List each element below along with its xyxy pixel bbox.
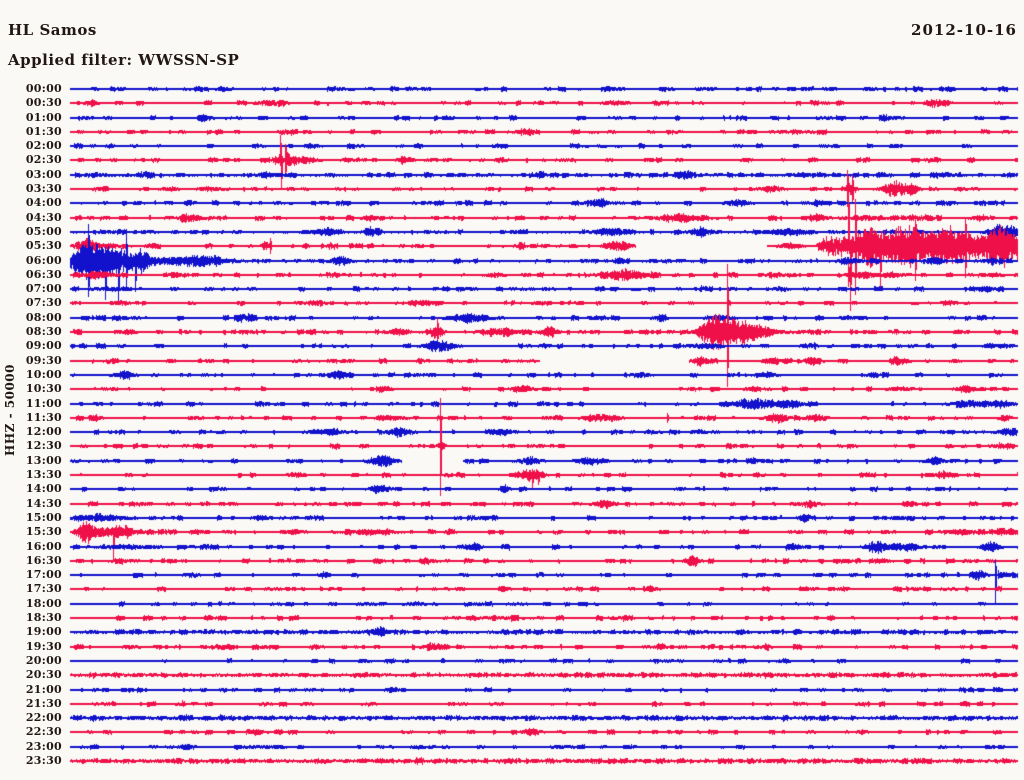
time-label: 08:00	[25, 311, 62, 324]
time-label: 21:00	[25, 683, 62, 696]
time-label: 10:30	[25, 382, 62, 395]
time-label: 15:00	[25, 511, 62, 524]
time-label: 19:00	[25, 625, 62, 638]
station-name: HL Samos	[8, 21, 97, 39]
time-label: 23:00	[25, 740, 62, 753]
time-label: 10:00	[25, 368, 62, 381]
time-label: 07:00	[25, 282, 62, 295]
time-label: 09:30	[25, 354, 62, 367]
time-label: 05:30	[25, 239, 62, 252]
time-label: 00:30	[25, 96, 62, 109]
time-label: 16:00	[25, 540, 62, 553]
filter-label: Applied filter: WWSSN-SP	[8, 51, 240, 69]
time-label: 21:30	[25, 697, 62, 710]
time-label: 02:00	[25, 139, 62, 152]
time-label: 19:30	[25, 640, 62, 653]
time-label: 15:30	[25, 525, 62, 538]
time-label: 23:30	[25, 754, 62, 767]
time-label: 22:00	[25, 711, 62, 724]
time-label: 01:30	[25, 125, 62, 138]
time-label: 13:00	[25, 454, 62, 467]
time-label: 14:30	[25, 497, 62, 510]
time-label: 22:30	[25, 725, 62, 738]
time-label: 03:00	[25, 168, 62, 181]
time-label: 11:30	[25, 411, 62, 424]
time-label: 00:00	[25, 82, 62, 95]
time-label: 18:00	[25, 597, 62, 610]
time-label: 20:30	[25, 668, 62, 681]
time-label: 08:30	[25, 325, 62, 338]
time-label: 06:30	[25, 268, 62, 281]
time-label: 14:00	[25, 482, 62, 495]
time-label: 03:30	[25, 182, 62, 195]
time-label: 12:00	[25, 425, 62, 438]
record-date: 2012-10-16	[911, 21, 1017, 39]
time-label: 11:00	[25, 397, 62, 410]
time-label: 06:00	[25, 254, 62, 267]
time-label: 01:00	[25, 111, 62, 124]
time-label: 16:30	[25, 554, 62, 567]
time-label: 04:00	[25, 196, 62, 209]
time-label: 02:30	[25, 153, 62, 166]
time-label: 20:00	[25, 654, 62, 667]
time-label: 18:30	[25, 611, 62, 624]
time-label: 17:30	[25, 582, 62, 595]
time-label: 04:30	[25, 211, 62, 224]
time-label: 17:00	[25, 568, 62, 581]
time-label: 05:00	[25, 225, 62, 238]
time-label: 09:00	[25, 339, 62, 352]
time-label: 07:30	[25, 296, 62, 309]
time-label: 12:30	[25, 439, 62, 452]
time-label: 13:30	[25, 468, 62, 481]
